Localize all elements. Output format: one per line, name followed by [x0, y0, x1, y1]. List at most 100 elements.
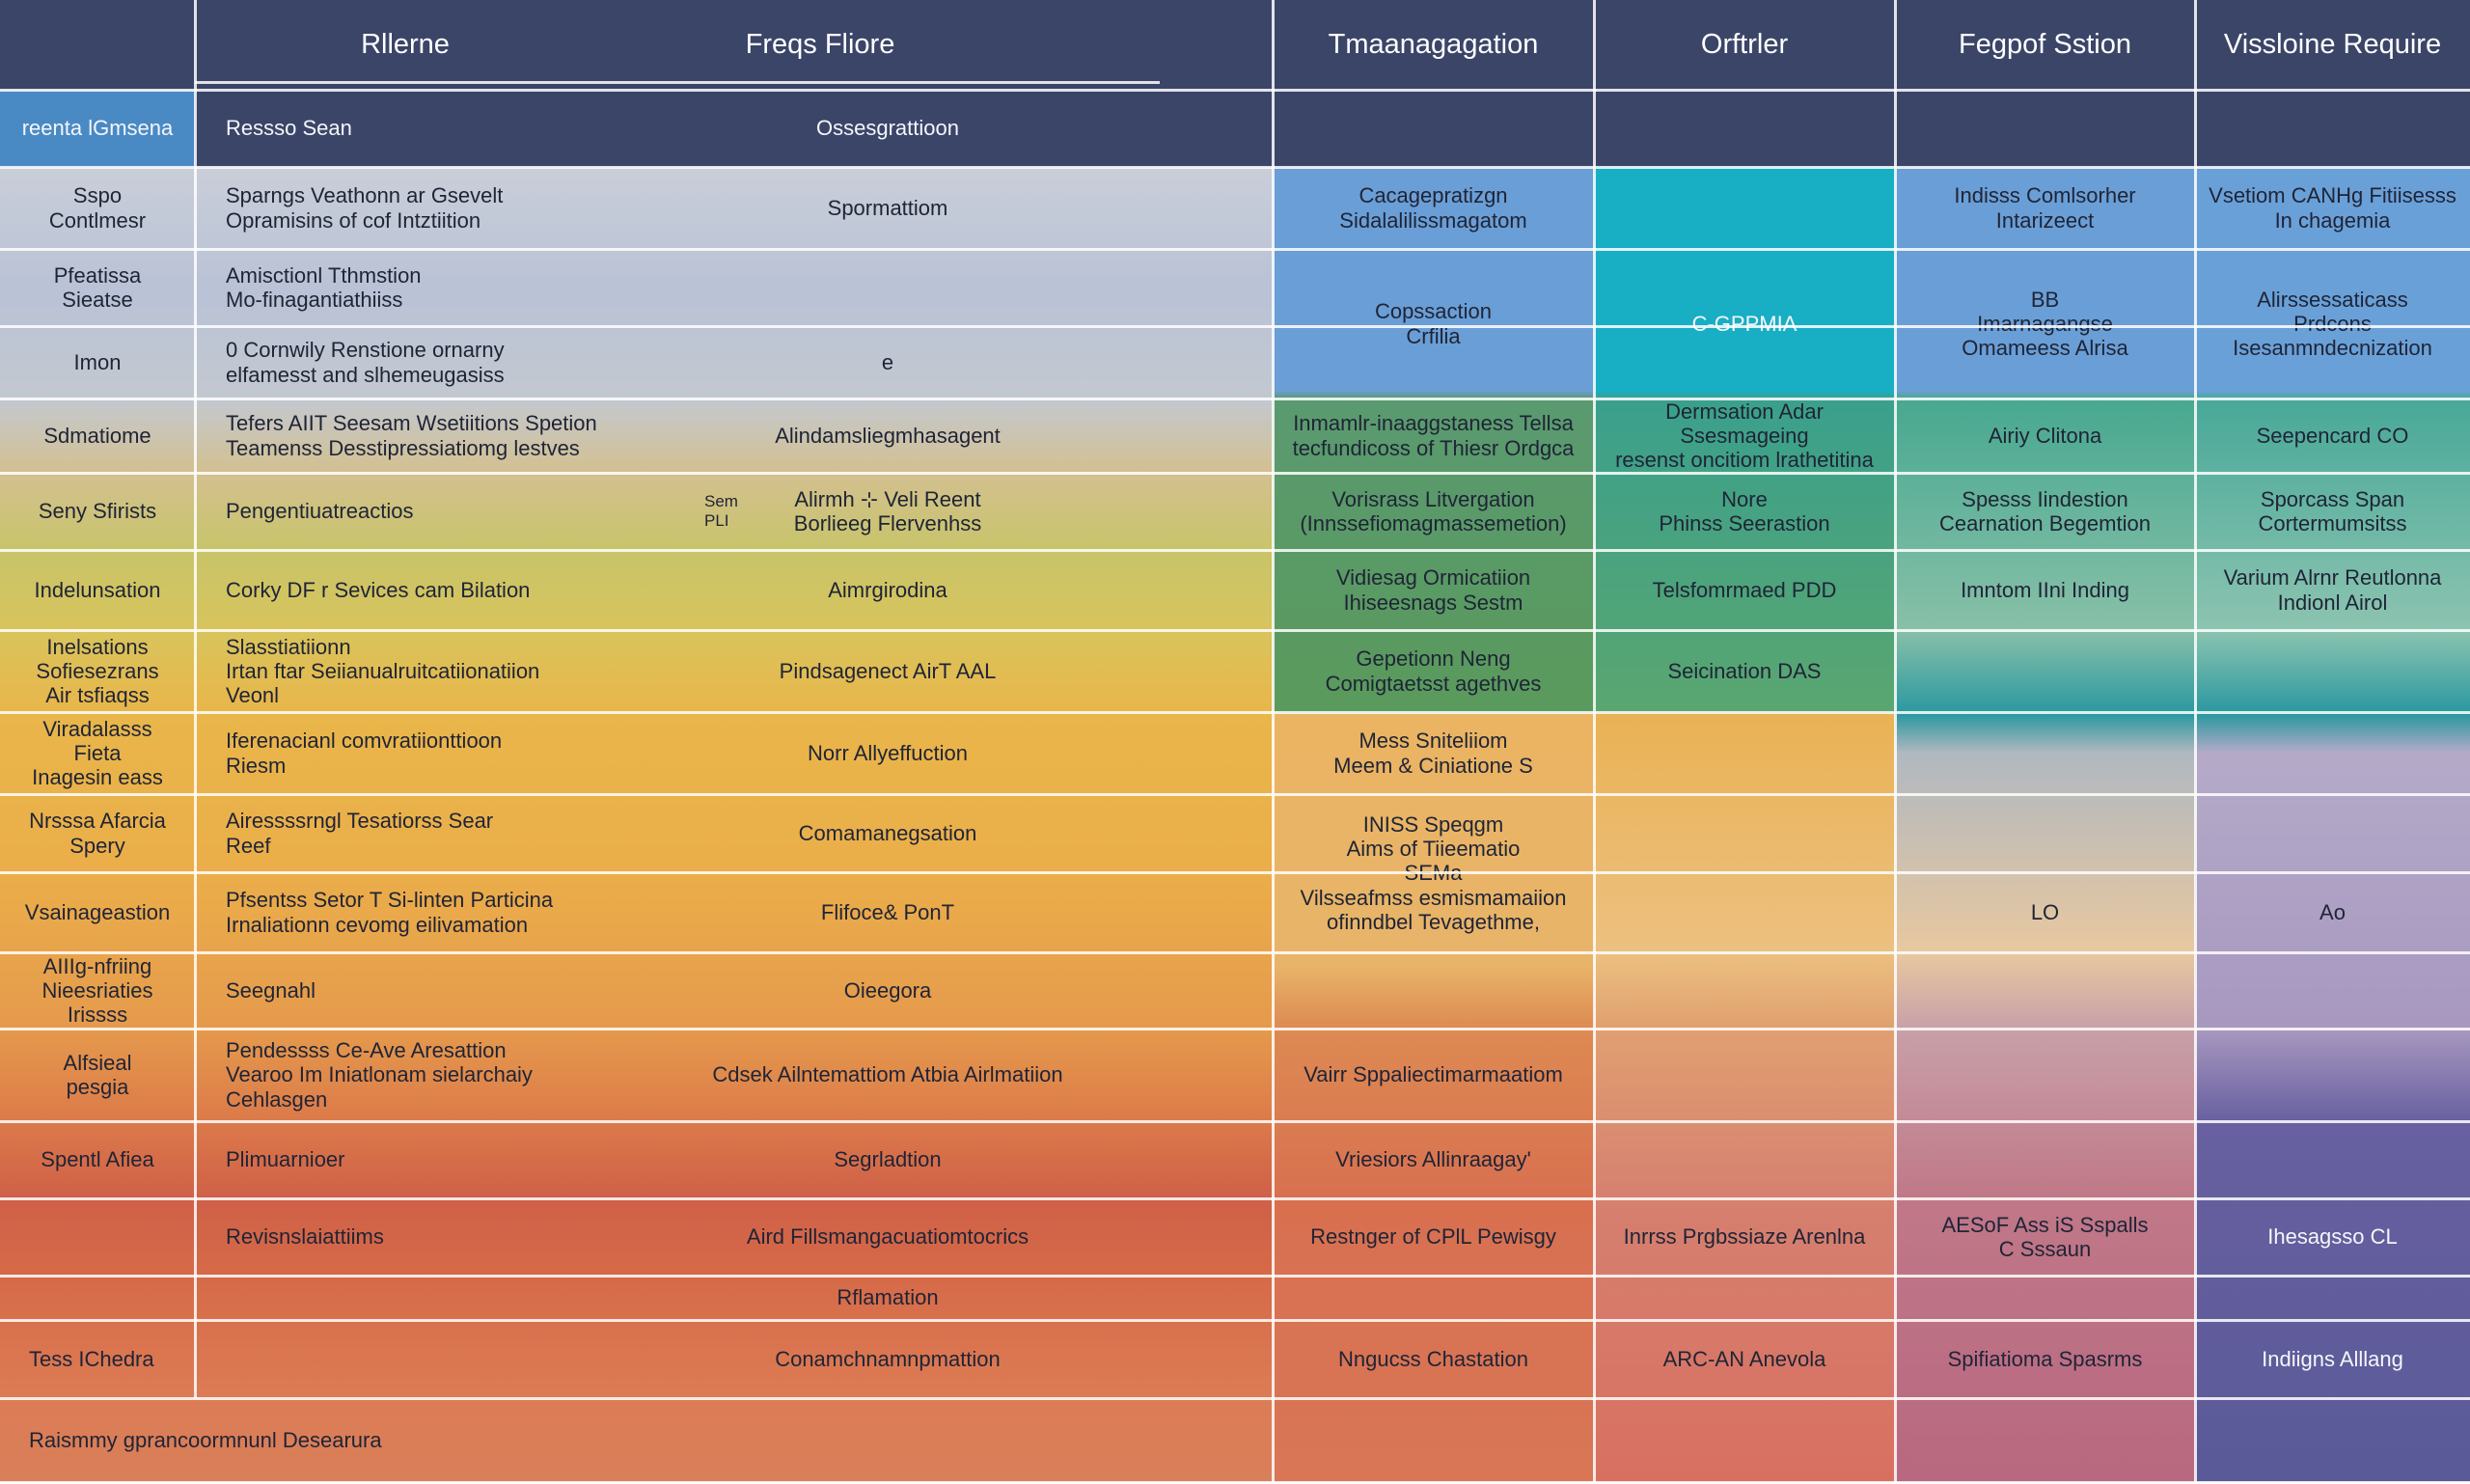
- label-cell: Viradalasss Fieta Inagesin eass: [32, 716, 163, 790]
- middle-cell: Segrladtion: [834, 1147, 942, 1172]
- require-cell: Seepencard CO: [2256, 423, 2409, 448]
- other-cell: Telsfomrmaed PDD: [1652, 577, 1837, 602]
- header-cell: Freqs Fliore: [745, 28, 895, 60]
- session-cell: Airiy Clitona: [1988, 423, 2102, 448]
- row-line: [0, 871, 2470, 874]
- row-line: [0, 711, 2470, 714]
- row-line: [0, 793, 2470, 796]
- middle-cell: Alirmh ⊹ Veli Reent Borlieeg Flervenhss: [793, 486, 982, 536]
- label-cell: Seny Sfirists: [38, 499, 157, 524]
- row-line: [0, 951, 2470, 954]
- text-cell: Tefers AIIT Seesam Wsetiitions Spetion T…: [226, 411, 597, 460]
- middle-cell: e: [881, 349, 894, 374]
- management-cell: Vorisrass Litvergation (Innssefiomagmass…: [1300, 486, 1567, 536]
- management-cell: Cacagepratizgn Sidalalilissmagatom: [1339, 183, 1527, 233]
- row-line: [0, 1275, 2470, 1278]
- require-cell: Ao: [2319, 899, 2346, 924]
- label-highlight: [0, 90, 195, 167]
- text-cell: Amisctionl Tthmstion Mo-finagantiathiiss: [226, 262, 422, 312]
- session-cell: Spesss Iindestion Cearnation Begemtion: [1939, 486, 2151, 536]
- other-cell: Inrrss Prgbssiaze Arenlna: [1623, 1224, 1866, 1250]
- middle-cell: Cdsek Ailntemattiom Atbia Airlmatiion: [712, 1062, 1063, 1087]
- text-cell: Slasstiatiionn Irtan ftar Seiianualruitc…: [226, 634, 540, 708]
- column-line: [2194, 0, 2197, 1482]
- row-line: [0, 1319, 2470, 1322]
- header-cell: Fegpof Sstion: [1959, 28, 2131, 60]
- column-line: [1272, 0, 1275, 1482]
- middle-cell: Norr Allyeffuction: [808, 740, 968, 765]
- row-line: [0, 1197, 2470, 1200]
- column-line: [194, 0, 197, 1398]
- header-cell: Tmaanagagation: [1328, 28, 1539, 60]
- row-line: [0, 1120, 2470, 1123]
- management-cell: Vriesiors Allinraagay': [1335, 1147, 1531, 1172]
- require-cell: Varium Alrnr Reutlonna Indionl Airol: [2223, 565, 2442, 615]
- other-cell: Seicination DAS: [1667, 658, 1822, 683]
- label-cell: Inelsations Sofiesezrans Air tsfiaqss: [36, 634, 159, 708]
- header-cell: Orftrler: [1700, 28, 1789, 60]
- header-cell: Vissloine Require: [2223, 28, 2442, 60]
- row-line: [0, 89, 2470, 92]
- label-cell: Nrsssa Afarcia Spery: [29, 809, 166, 858]
- column-line: [1894, 0, 1897, 1482]
- label-cell: Tess IChedra: [29, 1346, 154, 1371]
- label-cell: Pfeatissa Sieatse: [53, 262, 142, 312]
- middle-cell: Alindamsliegmhasagent: [775, 423, 1001, 448]
- other-cell: Dermsation Adar Ssesmageing resenst onci…: [1615, 398, 1874, 473]
- middle-cell: Aimrgirodina: [828, 577, 947, 602]
- row-line: [0, 325, 2470, 328]
- row-line: [0, 1397, 2470, 1400]
- management-cell: Restnger of CPlL Pewisgy: [1310, 1224, 1556, 1250]
- require-cell: Sporcass Span Cortermumsitss: [2258, 486, 2407, 536]
- require-cell: Vsetiom CANHg Fitiisesss In chagemia: [2209, 183, 2456, 233]
- text-cell: Pfsentss Setor T Si-linten Particina Irn…: [226, 888, 554, 937]
- label-cell: Indelunsation: [34, 577, 161, 602]
- header-line: [195, 81, 1160, 84]
- row-line: [0, 248, 2470, 251]
- row-line: [0, 472, 2470, 475]
- row-line: [0, 398, 2470, 400]
- session-cell: Indisss Comlsorher Intarizeect: [1954, 183, 2136, 233]
- management-cell: Inmamlr-inaaggstaness Tellsa tecfundicos…: [1292, 411, 1575, 460]
- label-cell: Alfsieal pesgia: [63, 1050, 132, 1099]
- label-cell: Sdmatiome: [43, 423, 151, 448]
- require-column: [2195, 0, 2470, 1482]
- middle-cell: Aird Fillsmangacuatiomtocrics: [746, 1224, 1029, 1250]
- management-cell: Vairr Sppaliectimarmaatiom: [1304, 1062, 1563, 1087]
- column-line: [1593, 0, 1596, 1482]
- other-cell: Nore Phinss Seerastion: [1659, 486, 1830, 536]
- require-cell: Alirssessaticass Prdcons Isesanmndecniza…: [2233, 287, 2432, 361]
- label-cell: AIIIg-nfriing Nieesriaties Irissss: [41, 953, 153, 1028]
- middle-cell: Pindsagenect AirT AAL: [779, 658, 997, 683]
- session-cell: Spifiatioma Spasrms: [1947, 1346, 2143, 1371]
- text-cell: Plimuarnioer: [226, 1147, 345, 1172]
- label-cell: Vsainageastion: [24, 899, 171, 924]
- session-cell: LO: [2030, 899, 2060, 924]
- session-cell: BB Imarnagangse Omameess Alrisa: [1962, 287, 2128, 361]
- tag-cell: Sem PLI: [704, 492, 738, 530]
- session-cell: Imntom IIni Inding: [1961, 577, 2129, 602]
- row-line: [0, 166, 2470, 169]
- require-cell: Indiigns Alllang: [2262, 1346, 2403, 1371]
- middle-cell: Conamchnamnpmattion: [775, 1346, 1001, 1371]
- other-cell: ARC-AN Anevola: [1662, 1346, 1826, 1371]
- middle-cell: Comamanegsation: [798, 820, 977, 845]
- label-cell: Imon: [73, 349, 122, 374]
- management-column: [1273, 0, 1594, 1482]
- management-cell: Vidiesag Ormicatiion Ihiseesnags Sestm: [1335, 565, 1531, 615]
- text-cell: Pengentiuatreactios: [226, 499, 414, 524]
- middle-cell: Ossesgrattioon: [816, 116, 959, 141]
- text-cell: Sparngs Veathonn ar Gsevelt Opramisins o…: [226, 183, 504, 233]
- other-column: [1594, 0, 1895, 1482]
- management-cell: Mess Sniteliiom Meem & Ciniatione S: [1333, 728, 1533, 778]
- left-zone: [0, 0, 1273, 1482]
- label-cell: Sspo Contlmesr: [48, 183, 147, 233]
- text-cell: Revisnslaiattiims: [226, 1224, 384, 1250]
- text-cell: Seegnahl: [226, 977, 316, 1003]
- label-cell: Spentl Afiea: [41, 1147, 154, 1172]
- middle-cell: Flifoce& PonT: [820, 899, 955, 924]
- middle-cell: Oieegora: [843, 977, 932, 1003]
- middle-cell: Rflamation: [837, 1285, 939, 1310]
- management-cell: Nngucss Chastation: [1338, 1346, 1528, 1371]
